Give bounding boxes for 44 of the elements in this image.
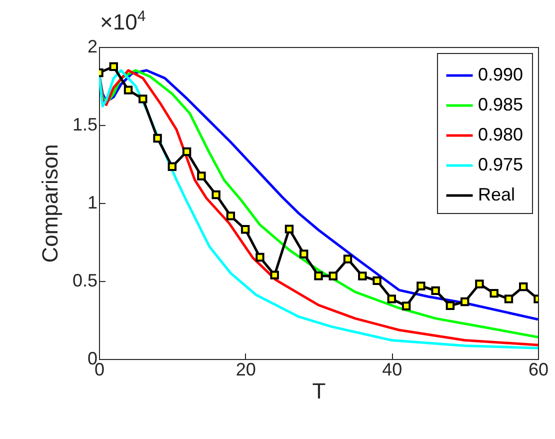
point (328, 272, 338, 280)
point (212, 190, 220, 200)
legend-label: 0.980 (478, 124, 524, 144)
x-axis-title: T (312, 378, 326, 404)
point (197, 172, 206, 180)
point (519, 282, 528, 292)
point (182, 147, 192, 156)
point (490, 288, 498, 298)
legend-label: 0.985 (478, 94, 524, 114)
point (387, 294, 396, 304)
legend-label: 0.990 (478, 64, 524, 84)
point (240, 225, 250, 234)
point (109, 62, 118, 72)
point (343, 254, 352, 264)
x-tick-label: 40 (382, 360, 402, 380)
x-tick-label: 20 (236, 360, 256, 380)
point (153, 134, 162, 143)
point (358, 272, 367, 280)
x-tick-label: 60 (528, 360, 549, 380)
point (431, 286, 440, 296)
point (372, 276, 382, 286)
y-tick-label: 0.5 (72, 270, 98, 290)
point (284, 224, 294, 234)
point (226, 212, 236, 220)
y-tick-label: 1 (87, 192, 98, 212)
point (270, 270, 279, 280)
point (446, 301, 455, 310)
point (460, 297, 470, 306)
y-tick-label: 2 (87, 36, 98, 56)
point (138, 94, 148, 104)
point (256, 252, 264, 262)
point (504, 294, 514, 304)
point (475, 280, 484, 288)
point (416, 282, 426, 290)
point (168, 162, 177, 172)
point (314, 272, 323, 280)
point (124, 86, 133, 94)
point (402, 302, 411, 310)
point (300, 250, 308, 258)
legend-label: 0.975 (478, 154, 524, 174)
legend-label: Real (478, 184, 516, 204)
text: ×10$^{4}$ (100, 8, 146, 36)
y-tick-label: 1.5 (72, 114, 98, 134)
y-axis-title: Comparison (37, 144, 62, 263)
